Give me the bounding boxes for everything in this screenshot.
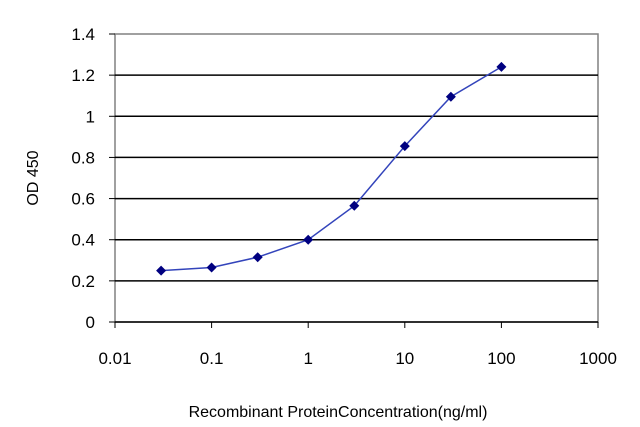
x-tick-label: 10	[395, 349, 414, 368]
y-tick-label: 0.8	[71, 148, 95, 167]
data-point	[252, 252, 263, 263]
y-tick-label: 1	[86, 107, 95, 126]
y-tick-label: 0.4	[71, 231, 95, 250]
x-axis-label: Recombinant ProteinConcentration(ng/ml)	[189, 404, 488, 421]
x-tick-label: 1	[303, 349, 312, 368]
data-point	[399, 141, 410, 152]
x-tick-label: 0.1	[200, 349, 224, 368]
data-point	[496, 61, 507, 72]
y-tick-label: 0.6	[71, 190, 95, 209]
data-point	[206, 262, 217, 273]
x-tick-label: 100	[487, 349, 515, 368]
y-tick-label: 0	[86, 313, 95, 332]
data-points	[156, 61, 507, 276]
data-point	[156, 265, 167, 276]
y-axis-label: OD 450	[25, 150, 42, 205]
y-tick-label: 0.2	[71, 272, 95, 291]
x-tick-label: 1000	[579, 349, 617, 368]
y-tick-label: 1.4	[71, 25, 95, 44]
series-line	[161, 66, 502, 272]
y-axis-ticks: 0 0.2 0.4 0.6 0.8 1 1.2 1.4	[71, 25, 115, 332]
data-point	[303, 234, 314, 245]
plot-area	[114, 33, 599, 323]
data-point	[349, 200, 360, 211]
x-axis-ticks: 0.01 0.1 1 10 100 1000	[98, 321, 617, 368]
y-tick-label: 1.2	[71, 66, 95, 85]
x-tick-label: 0.01	[98, 349, 131, 368]
data-point	[445, 91, 456, 102]
gridlines	[115, 74, 598, 282]
